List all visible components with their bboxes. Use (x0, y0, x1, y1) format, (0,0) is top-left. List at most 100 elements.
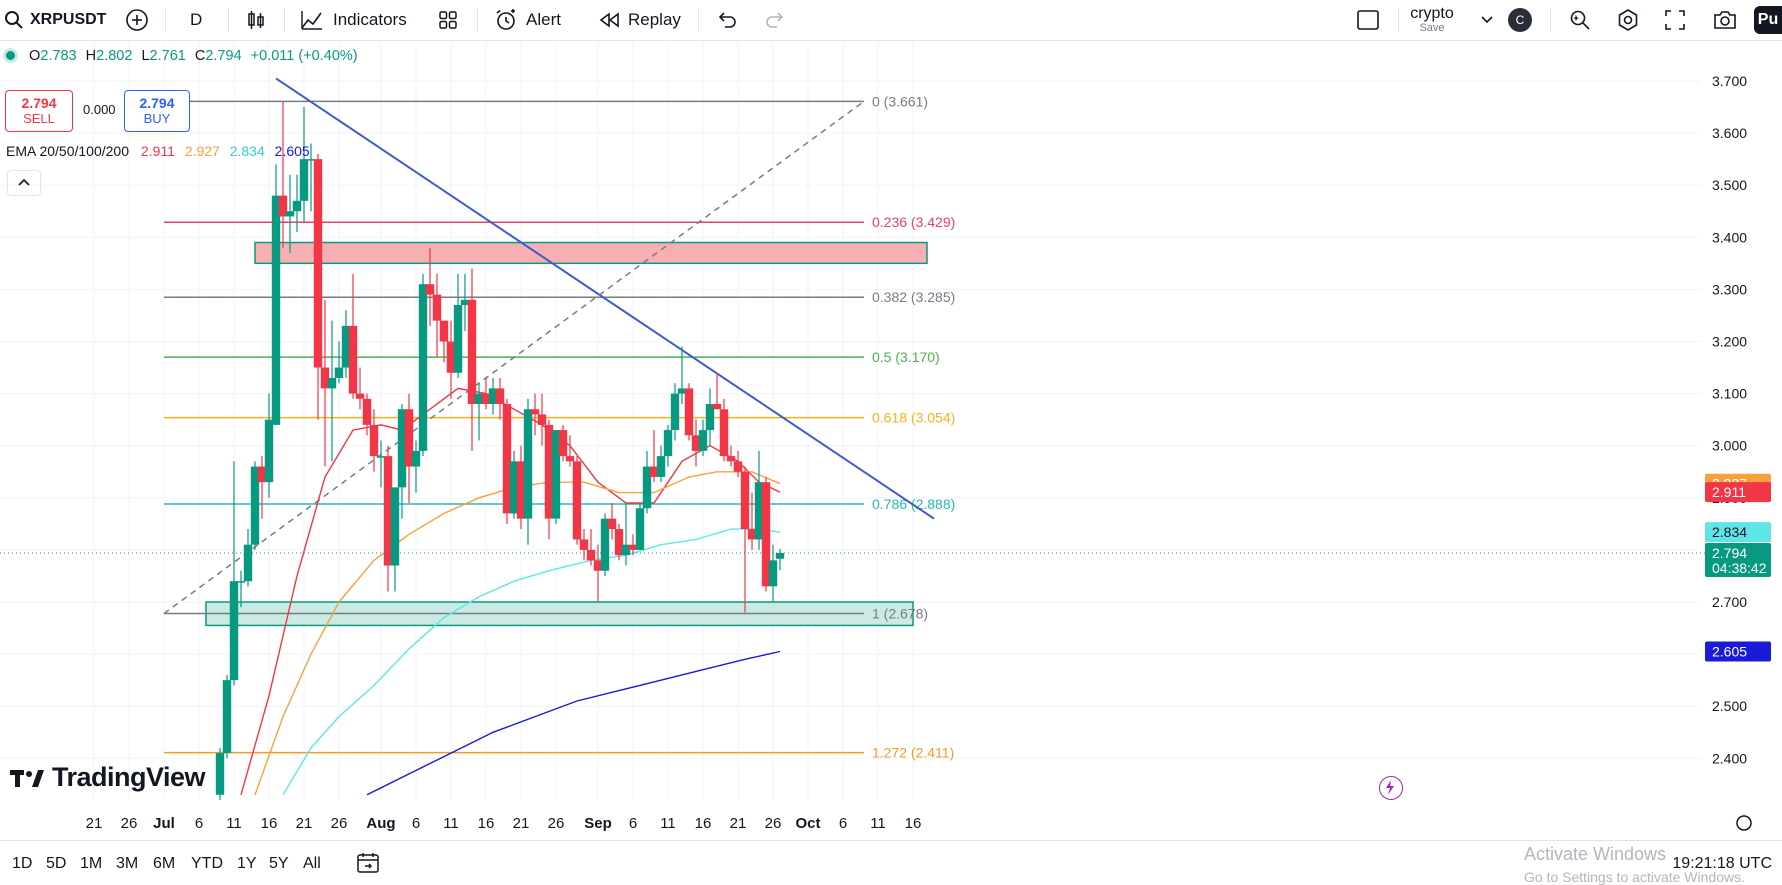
compare-button[interactable] (125, 0, 149, 40)
candle (355, 367, 365, 410)
price-chart[interactable]: 0 (3.661) 0.236 (3.429) 0.382 (3.285) 0.5 (… (0, 40, 1782, 840)
user-avatar[interactable]: C (1508, 0, 1532, 40)
chart-type-button[interactable] (245, 0, 267, 40)
countdown-label: 04:38:42 (1712, 560, 1767, 576)
redo-button[interactable] (764, 0, 786, 40)
tradingview-logo: TradingView (10, 762, 206, 793)
candle (642, 450, 652, 514)
candle-body (285, 211, 295, 217)
candle-body (670, 393, 680, 431)
timeframe-5y[interactable]: 5Y (269, 855, 289, 872)
lightning-icon[interactable] (1379, 776, 1403, 800)
timeframe-5d[interactable]: 5D (46, 855, 67, 872)
x-tick-label: 6 (629, 815, 637, 832)
candle (705, 388, 715, 446)
candle-body (600, 518, 610, 571)
candle-body (621, 544, 631, 556)
candle (530, 393, 540, 436)
candle (474, 383, 484, 441)
timeframe-all[interactable]: All (303, 855, 321, 872)
candle-body (642, 466, 652, 509)
y-tick-label: 2.700 (1712, 594, 1747, 610)
candle-body (229, 581, 239, 681)
alert-button[interactable]: Alert (494, 0, 561, 40)
candle-body (418, 284, 428, 451)
timeframe-1y[interactable]: 1Y (237, 855, 257, 872)
candle-body (264, 419, 274, 483)
candles-icon (248, 11, 264, 29)
layout-menu-button[interactable] (1480, 0, 1494, 40)
interval-button[interactable]: D (190, 0, 202, 40)
undo-button[interactable] (716, 0, 738, 40)
axis-settings-icon[interactable] (1736, 815, 1752, 831)
candle (467, 268, 477, 451)
settings-button[interactable] (1616, 0, 1640, 40)
candle-body (488, 388, 498, 405)
fib-level-label: 0.5 (3.170) (872, 349, 940, 365)
candle-body (453, 305, 463, 373)
alarm-clock-icon (496, 9, 515, 30)
candle (509, 450, 519, 519)
candle (621, 503, 631, 566)
templates-button[interactable] (438, 0, 458, 40)
avatar: C (1508, 8, 1532, 32)
x-tick-label: 26 (331, 815, 348, 832)
ema-legend[interactable]: EMA 20/50/100/200 2.911 2.927 2.834 2.60… (6, 143, 310, 159)
x-tick-label: 16 (478, 815, 495, 832)
buy-button[interactable]: 2.794 BUY (124, 90, 190, 132)
toolbar-divider (284, 8, 285, 32)
x-tick-label: 26 (548, 815, 565, 832)
candle (579, 529, 589, 561)
indicators-button[interactable]: Indicators (300, 0, 407, 40)
camera-icon (1714, 11, 1736, 29)
axis-price-label-bg (1705, 543, 1771, 578)
candle (418, 273, 428, 457)
redo-icon (766, 12, 784, 28)
replay-button[interactable]: Replay (598, 0, 681, 40)
candle-body (649, 466, 659, 477)
candle (299, 107, 309, 222)
x-tick-label: Aug (366, 815, 395, 832)
layout-save-button[interactable]: crypto Save (1406, 0, 1458, 40)
candle (677, 346, 687, 405)
date-range-button[interactable] (356, 851, 382, 880)
candle (614, 523, 624, 561)
candle-body (586, 549, 596, 561)
symbol-search[interactable]: XRPUSDT (4, 0, 106, 40)
candle (362, 393, 372, 436)
candle (635, 503, 645, 550)
sell-button[interactable]: 2.794 SELL (5, 90, 73, 132)
candle-body (369, 424, 379, 457)
alert-label: Alert (526, 10, 561, 29)
candle-body (516, 461, 526, 519)
candle-body (740, 471, 750, 530)
collapse-legend-button[interactable] (7, 170, 41, 196)
candle-body (243, 544, 253, 582)
candle (558, 424, 568, 462)
interval-label: D (190, 10, 203, 29)
fib-level-label: 1 (2.678) (872, 605, 928, 621)
publish-button[interactable]: Pu (1754, 0, 1782, 40)
timeframe-1d[interactable]: 1D (12, 855, 33, 872)
snapshot-button[interactable] (1712, 0, 1738, 40)
utc-clock[interactable]: 19:21:18 UTC (1672, 855, 1772, 872)
candle-body (257, 466, 267, 483)
open-label: O (29, 48, 41, 64)
axis-price-label-text: 2.605 (1712, 643, 1747, 659)
timeframe-ytd[interactable]: YTD (191, 855, 223, 872)
layout-toggle-button[interactable] (1356, 0, 1380, 40)
candle-body (565, 456, 575, 462)
timeframe-6m[interactable]: 6M (153, 855, 176, 872)
candle-body (271, 195, 281, 425)
timeframe-3m[interactable]: 3M (116, 855, 139, 872)
axis-price-label-bg (1705, 522, 1771, 543)
candle-body (691, 435, 701, 451)
fullscreen-icon (1665, 10, 1685, 30)
candle-body (572, 461, 582, 540)
timeframe-1m[interactable]: 1M (80, 855, 103, 872)
ema200-value: 2.605 (274, 143, 310, 159)
quick-search-button[interactable] (1568, 0, 1592, 40)
candle (488, 377, 498, 415)
fullscreen-button[interactable] (1664, 0, 1686, 40)
candle (250, 461, 260, 550)
